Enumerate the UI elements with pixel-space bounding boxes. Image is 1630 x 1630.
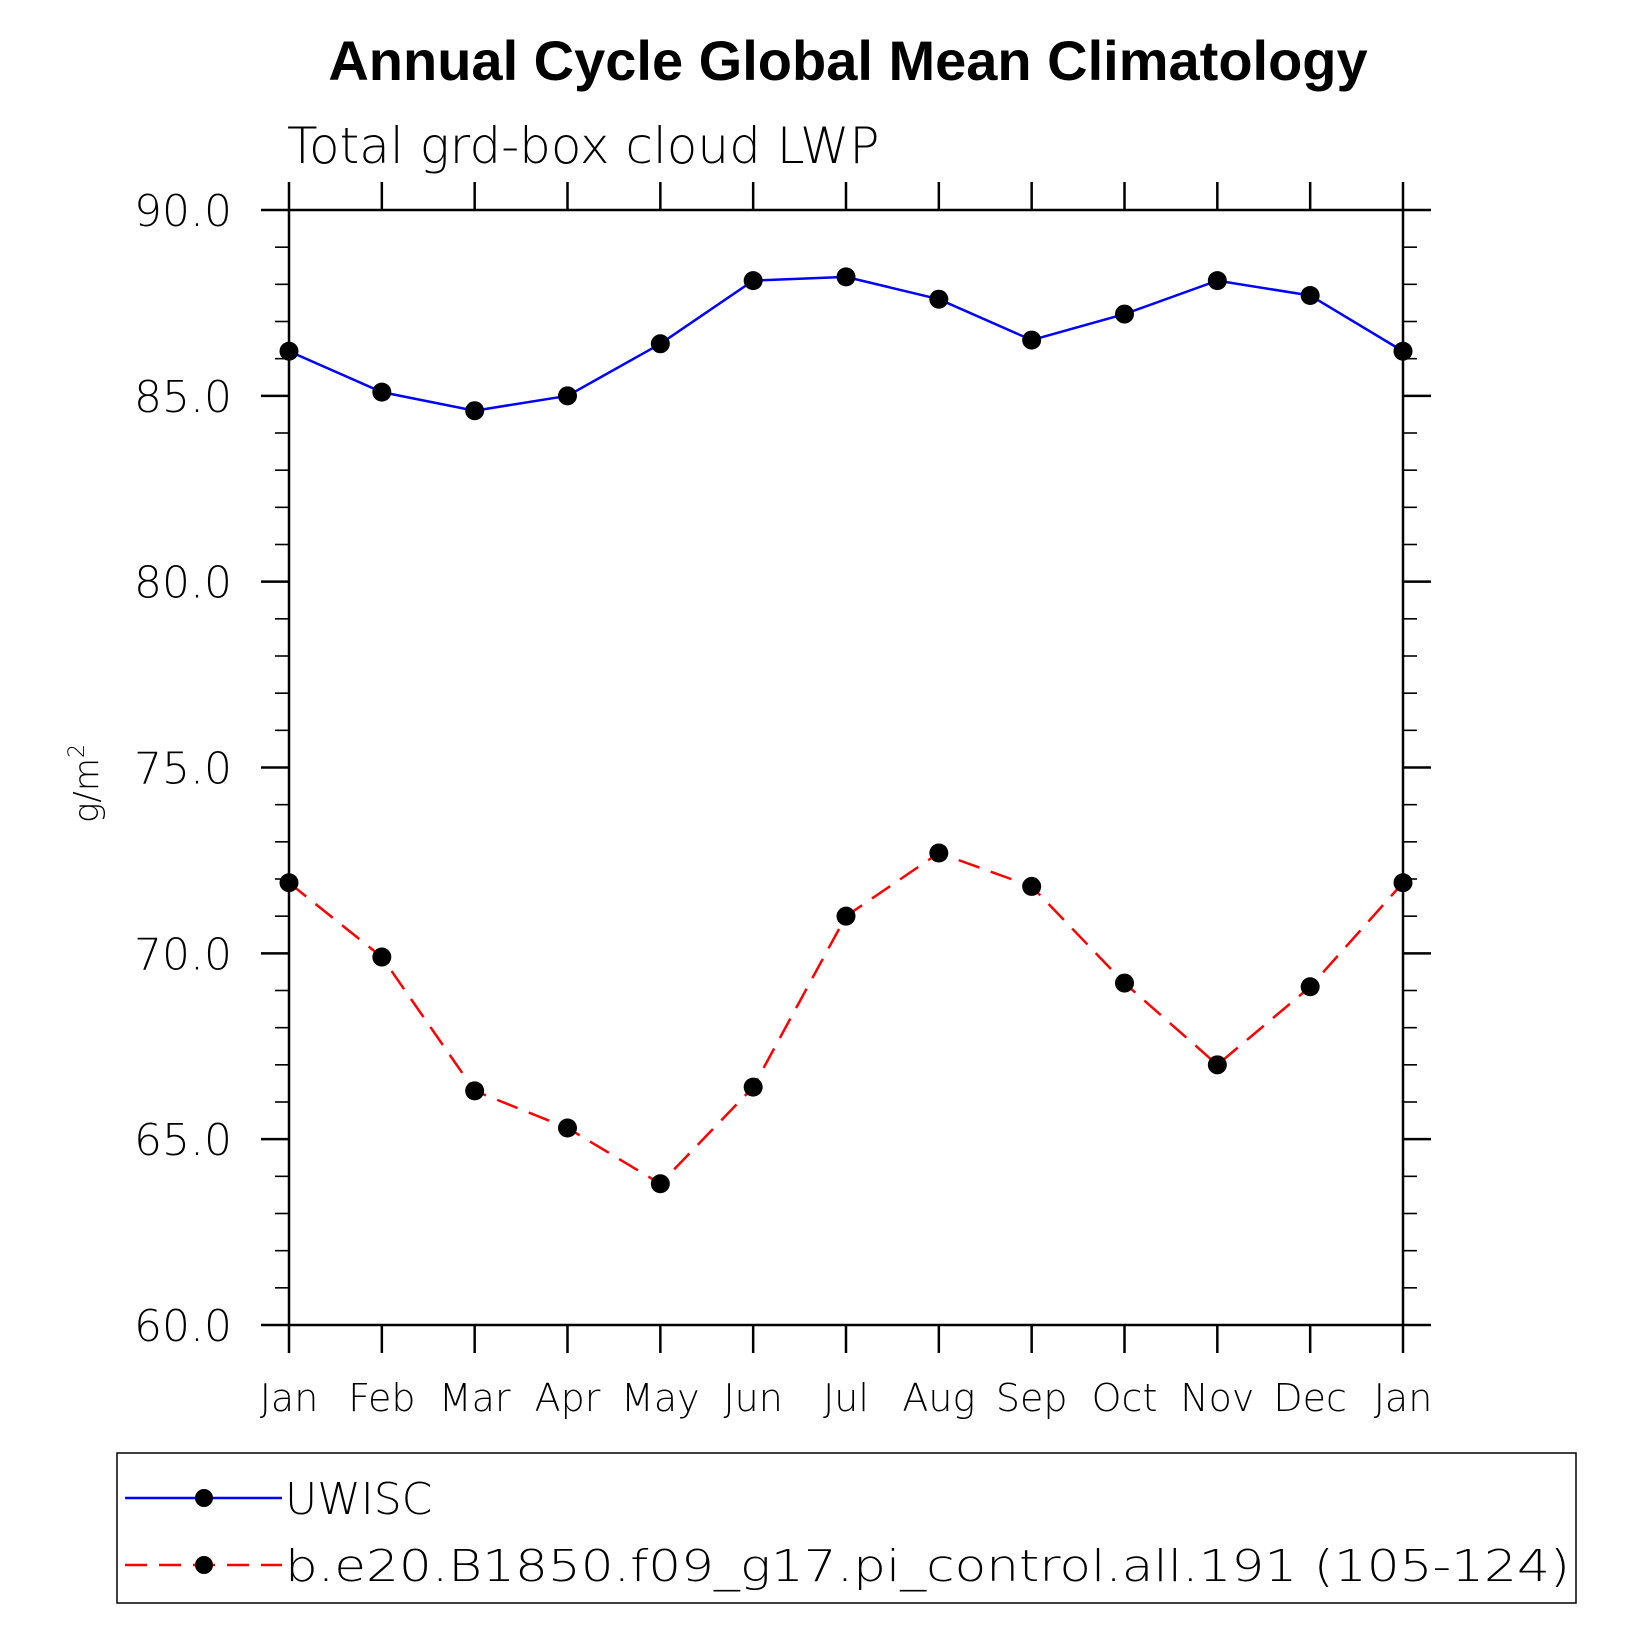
x-tick-label: Sep [996, 1376, 1068, 1420]
x-tick-label: Jun [723, 1376, 782, 1420]
series-1-point [1300, 977, 1320, 997]
x-tick-label: Jul [823, 1376, 869, 1420]
x-tick-label: Oct [1092, 1376, 1158, 1420]
x-tick-label: Jan [260, 1376, 319, 1420]
y-axis-label: g/m2 [65, 744, 107, 823]
x-tick-label: Dec [1273, 1376, 1347, 1420]
legend-marker-model [195, 1556, 213, 1574]
y-tick-label: 90.0 [134, 186, 232, 237]
series-layer [279, 267, 1413, 1194]
legend-label-uwisc: UWISC [285, 1474, 432, 1525]
y-tick-label: 80.0 [134, 558, 232, 609]
chart-subtitle: Total grd-box cloud LWP [287, 117, 880, 175]
series-1-point [929, 843, 949, 863]
svg-text:g/m2: g/m2 [65, 744, 107, 823]
legend-label-model: b.e20.B1850.f09_g17.pi_control.all.191 (… [285, 1541, 1570, 1592]
y-tick-label: 85.0 [134, 372, 232, 423]
y-tick-label: 60.0 [134, 1301, 232, 1352]
x-tick-label: Feb [348, 1376, 415, 1420]
series-1-point [743, 1077, 763, 1097]
y-tick-label: 75.0 [134, 744, 232, 795]
series-0-point [558, 386, 577, 406]
x-tick-label: Jan [1374, 1376, 1433, 1420]
series-1-point [1115, 973, 1134, 993]
series-1-point [558, 1118, 577, 1138]
series-0-point [1300, 285, 1320, 305]
x-tick-label: Mar [439, 1376, 511, 1420]
x-tick-label: May [621, 1376, 700, 1420]
chart-title: Annual Cycle Global Mean Climatology [328, 29, 1367, 92]
series-0-point [1115, 304, 1134, 324]
series-0-point [465, 401, 485, 421]
series-1-point [1393, 873, 1413, 893]
series-0-point [929, 289, 949, 309]
y-axis-label-superscript: 2 [65, 744, 90, 758]
series-1-point [650, 1174, 670, 1194]
x-tick-label: Aug [902, 1376, 975, 1420]
series-1-point [1022, 876, 1042, 896]
series-1-point [836, 906, 856, 926]
x-tick-label: Nov [1180, 1376, 1254, 1420]
series-1-point [465, 1081, 485, 1101]
legend-box [116, 1452, 1577, 1604]
y-tick-label: 70.0 [134, 929, 232, 980]
series-0-point [1022, 330, 1042, 350]
legend: UWISC b.e20.B1850.f09_g17.pi_control.all… [116, 1452, 1577, 1604]
y-tick-label: 65.0 [134, 1115, 232, 1166]
series-0-point [1207, 271, 1227, 291]
series-0-point [372, 382, 392, 402]
legend-marker-uwisc [195, 1489, 213, 1507]
series-0-point [650, 334, 670, 354]
series-0-point [836, 267, 856, 287]
series-1-point [1207, 1055, 1227, 1075]
y-axis-label-text: g/m [67, 758, 107, 823]
axes: 60.0 65.0 70.0 75.0 80.0 85.0 90.0 Jan Feb Mar Apr… [134, 182, 1432, 1420]
series-0-point [279, 341, 299, 361]
series-1-point [279, 873, 299, 893]
x-tick-label: Apr [535, 1376, 601, 1420]
series-1-point [372, 947, 392, 967]
series-0-point [1393, 341, 1413, 361]
series-0-point [743, 271, 763, 291]
